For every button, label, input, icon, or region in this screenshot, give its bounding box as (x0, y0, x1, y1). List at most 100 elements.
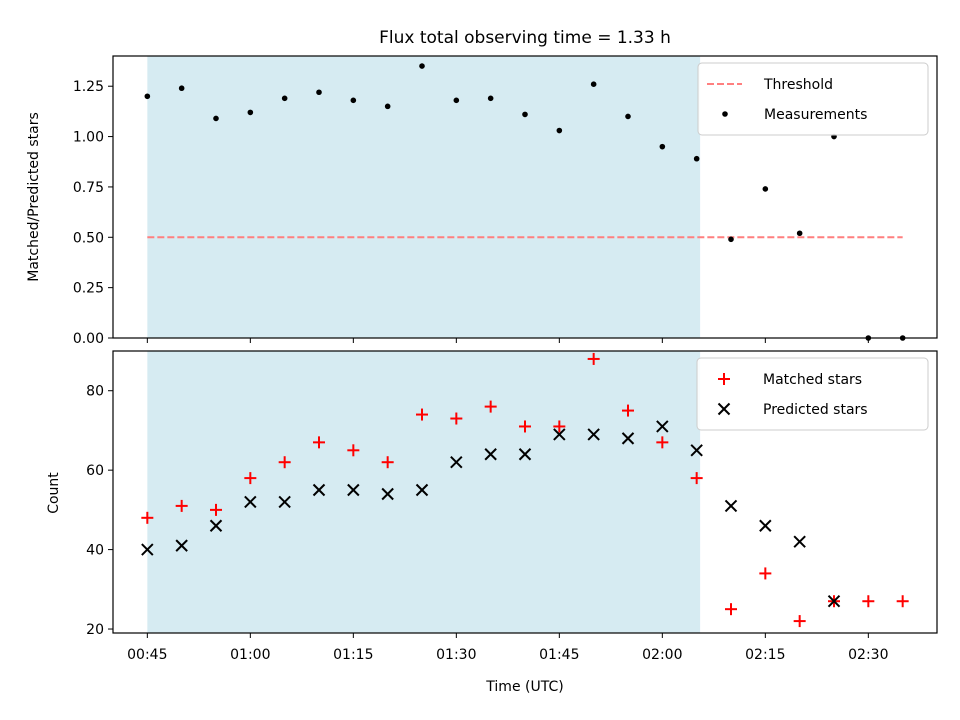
y-tick-label: 0.75 (73, 180, 104, 196)
legend-measurement-swatch (722, 111, 728, 117)
legend-matched-swatch (718, 373, 730, 385)
measurement-point (419, 63, 425, 69)
y-tick-label: 20 (86, 622, 104, 638)
matched-stars-point (519, 420, 531, 433)
legend-label: Measurements (764, 107, 867, 123)
matched-stars-point (587, 352, 600, 365)
measurement-point (316, 89, 322, 96)
matched-stars-point (862, 595, 875, 608)
y-tick-label: 1.00 (73, 130, 104, 146)
predicted-stars-point (553, 428, 566, 441)
matched-stars-point (896, 595, 909, 608)
x-tick-label: 01:30 (436, 647, 476, 663)
marker-stroke (450, 456, 463, 469)
matched-stars-point (416, 408, 428, 421)
predicted-stars-point (656, 420, 669, 433)
x-axis-label: Time (UTC) (485, 679, 563, 695)
legend-label: Threshold (763, 77, 833, 93)
legend: Matched stars Predicted stars (696, 357, 929, 431)
marker-stroke (621, 432, 635, 445)
y-tick-label: 60 (86, 463, 104, 479)
marker-stroke (278, 495, 291, 509)
matched-stars-point (725, 603, 737, 616)
marker-stroke (587, 428, 600, 441)
measurement-point (522, 111, 528, 118)
measurement-point (487, 95, 494, 102)
matched-stars-point (175, 499, 188, 512)
measurement-point (178, 85, 185, 92)
legend: Threshold Measurements (697, 62, 929, 136)
measurement-point (247, 109, 254, 116)
x-tick-label: 01:00 (230, 647, 270, 663)
measurement-point (453, 97, 460, 104)
measurement-point (728, 236, 734, 243)
predicted-stars-point (724, 499, 738, 513)
legend-label: Predicted stars (763, 402, 868, 418)
measurement-point (384, 103, 391, 110)
x-tick-label: 01:45 (539, 647, 579, 663)
predicted-stars-point (518, 448, 532, 461)
marker-stroke (724, 499, 738, 513)
measurement-point (350, 97, 357, 104)
matched-stars-point (141, 511, 154, 524)
matched-stars-point (347, 444, 360, 457)
x-tick-label: 00:45 (127, 647, 167, 663)
predicted-stars-point (312, 483, 326, 497)
predicted-stars-point (141, 543, 154, 556)
predicted-stars-point (347, 483, 360, 497)
marker-stroke (484, 448, 497, 461)
predicted-stars-point (381, 487, 394, 501)
predicted-stars-point (827, 595, 841, 608)
predicted-stars-point (415, 483, 429, 497)
predicted-stars-point (690, 444, 703, 457)
predicted-stars-point (759, 519, 772, 532)
predicted-stars-point (209, 519, 223, 532)
y-tick-label: 0.00 (73, 331, 104, 347)
matched-stars-point (244, 472, 257, 485)
predicted-stars-point (450, 456, 463, 469)
legend-label: Matched stars (763, 372, 862, 388)
marker-stroke (793, 535, 806, 548)
matched-stars-point (622, 404, 634, 417)
predicted-stars-point (587, 428, 600, 441)
y-tick-label: 40 (86, 543, 104, 559)
matched-stars-point (210, 503, 222, 516)
marker-stroke (827, 595, 841, 608)
predicted-stars-point (484, 448, 497, 461)
predicted-stars-point (175, 539, 188, 552)
observing-interval-shade (147, 56, 701, 338)
x-tick-label: 02:30 (848, 647, 888, 663)
marker-stroke (690, 444, 703, 457)
measurement-point (625, 113, 631, 120)
marker-stroke (656, 420, 669, 433)
marker-stroke (759, 519, 772, 532)
measurement-point (144, 93, 151, 100)
ratio-panel-frame (112, 55, 938, 339)
matched-stars-point (278, 456, 291, 469)
measurement-point (796, 230, 803, 237)
matched-stars-point (450, 412, 463, 425)
count-panel: 20 40 60 80 00:45 01:00 01:15 01:30 01:45 02:00 02… (86, 350, 938, 663)
matched-stars-point (553, 420, 566, 433)
matched-stars-point (656, 436, 669, 449)
matched-stars-point (759, 567, 772, 580)
ratio-panel: 0.00 0.25 0.50 0.75 1.00 1.25 Threshold Measure… (73, 55, 938, 347)
marker-stroke (381, 487, 394, 501)
marker-stroke (312, 483, 326, 497)
y-axis-label-count: Count (46, 472, 62, 514)
matched-stars-point (381, 456, 394, 469)
marker-stroke (175, 539, 188, 552)
legend-frame (697, 62, 929, 136)
predicted-stars-point (621, 432, 635, 445)
count-panel-frame (112, 350, 938, 634)
measurement-point (659, 143, 666, 150)
marker-stroke (141, 543, 154, 556)
y-axis-label-ratio: Matched/Predicted stars (26, 112, 42, 282)
marker-stroke (553, 428, 566, 441)
predicted-stars-point (793, 535, 806, 548)
x-tick-label: 02:00 (642, 647, 682, 663)
measurement-point (213, 115, 219, 122)
legend-predicted-swatch (717, 402, 731, 416)
measurement-point (590, 81, 597, 87)
